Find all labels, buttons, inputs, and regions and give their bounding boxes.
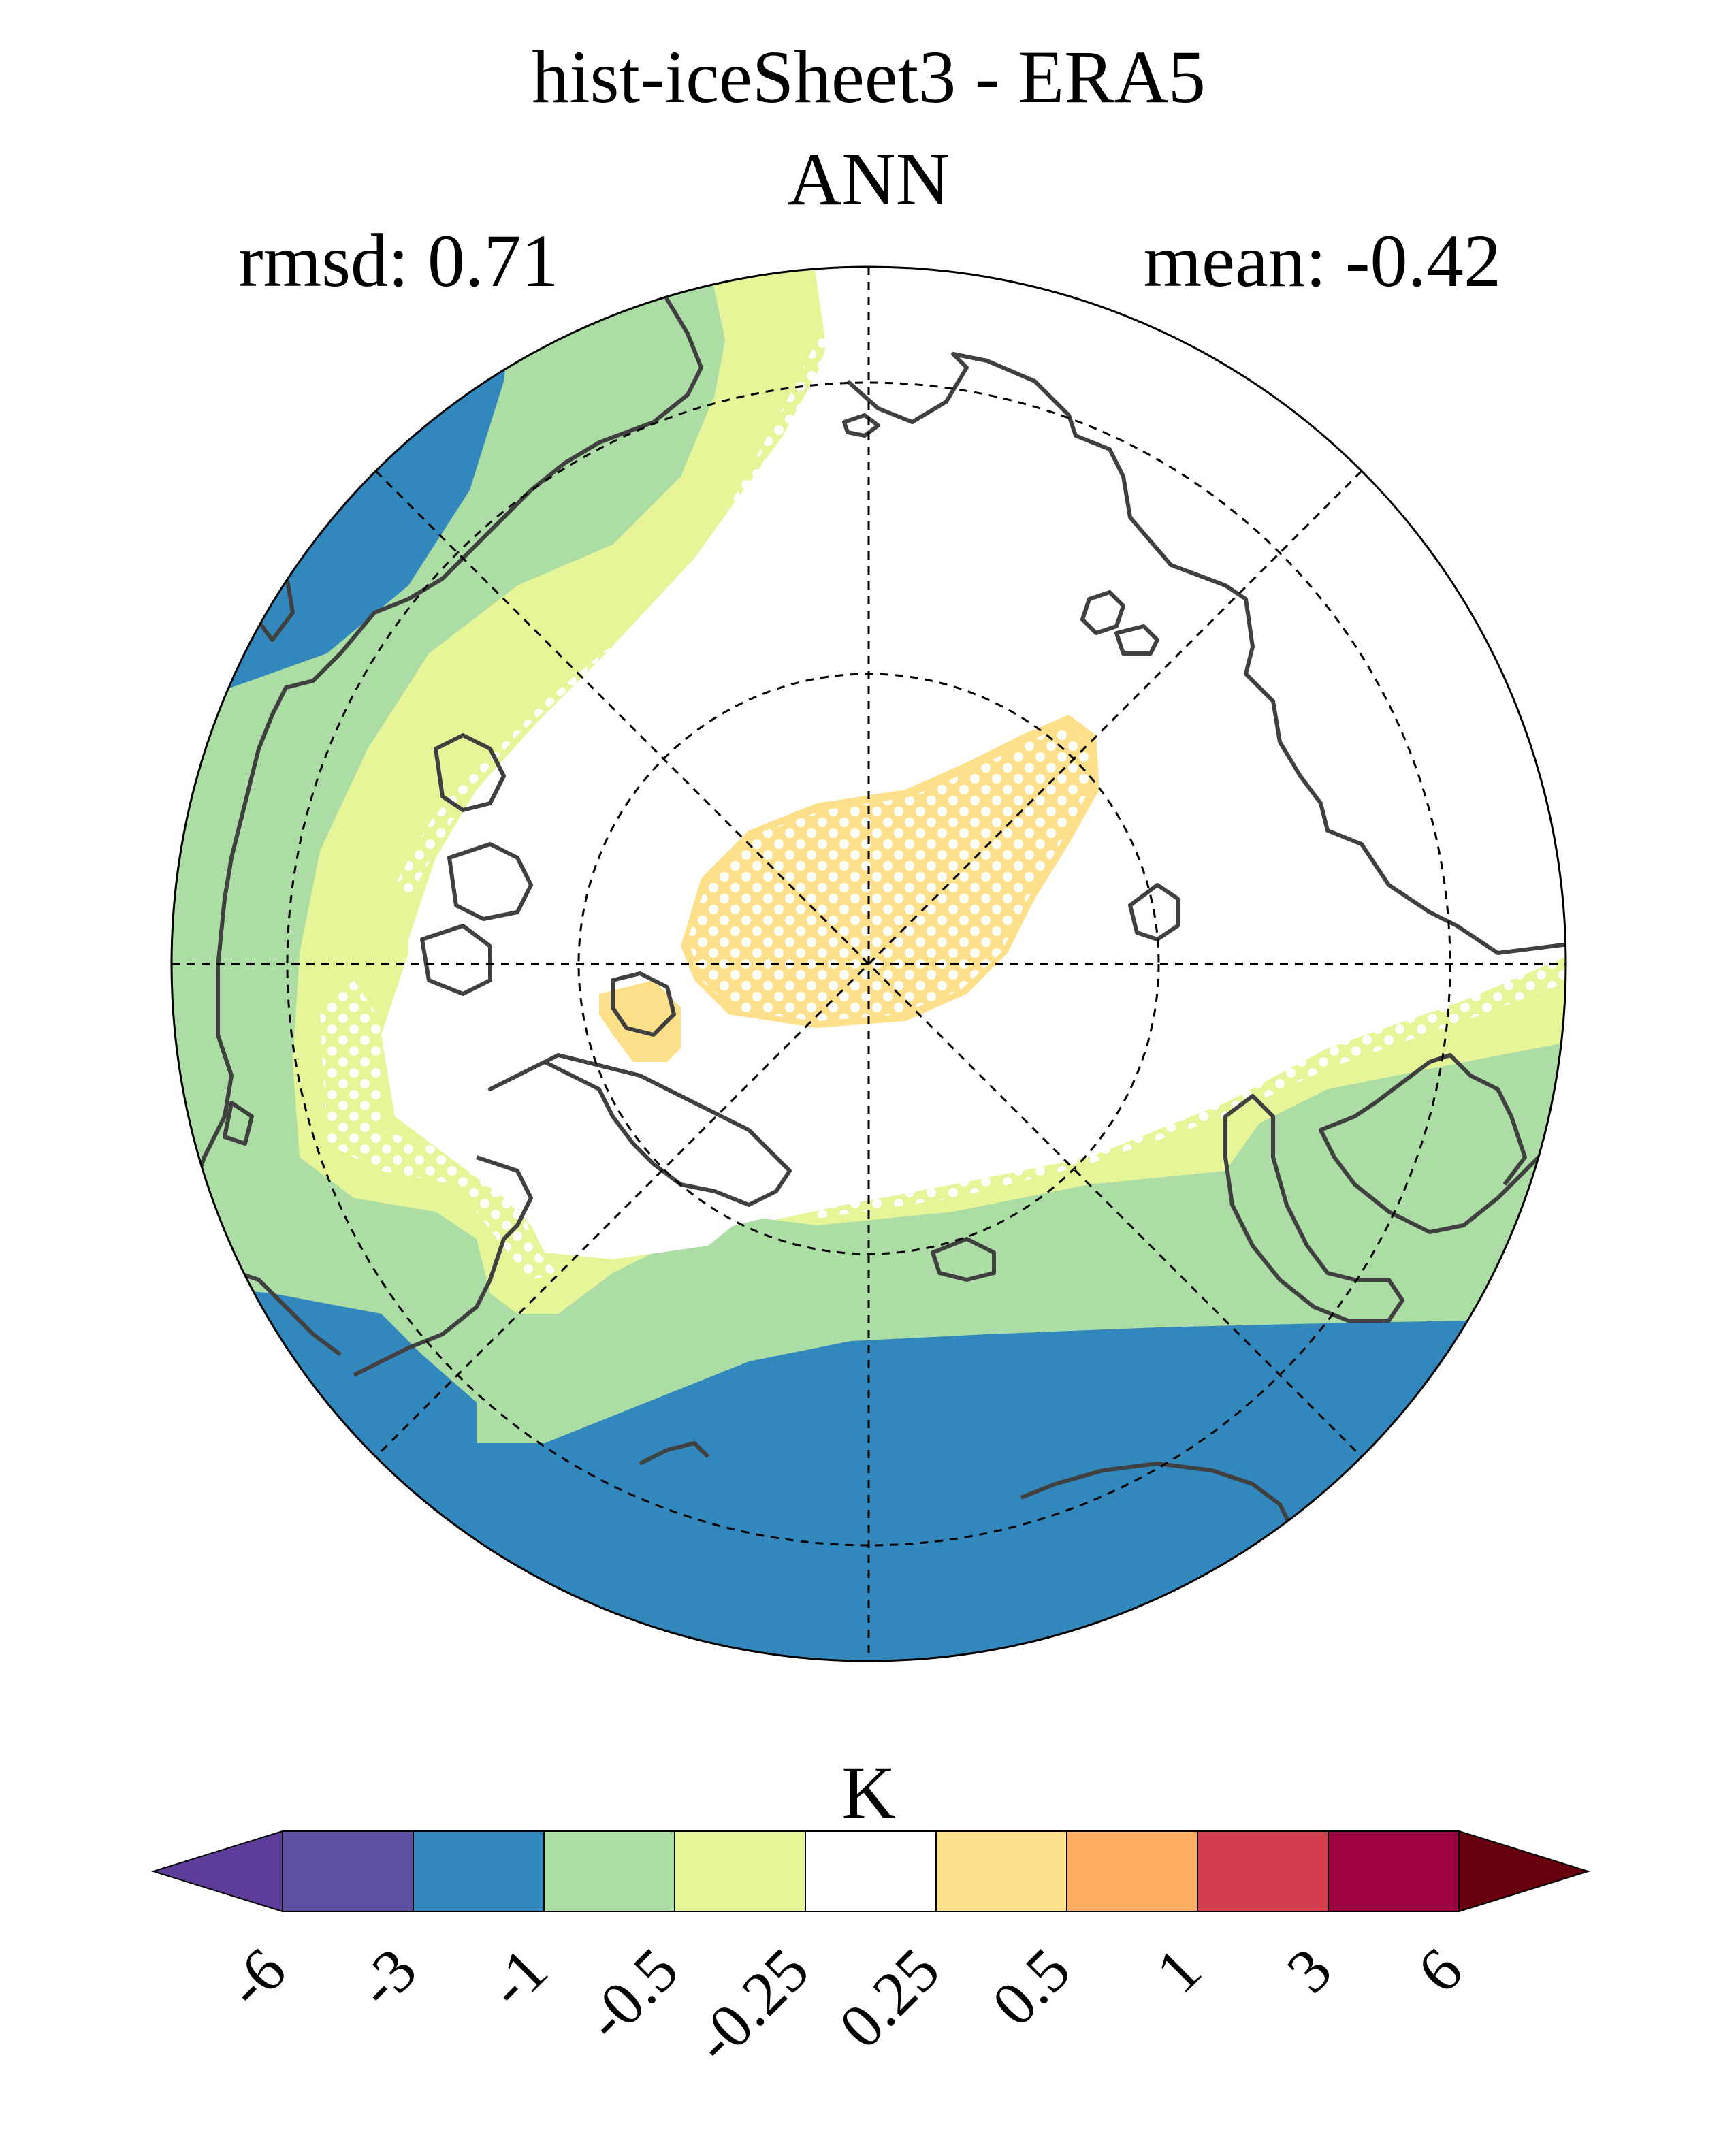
eurasia-north-coast xyxy=(846,352,1566,955)
novaya-zemlya xyxy=(1128,883,1180,941)
stippling-southwest xyxy=(320,980,558,1280)
colorbar-box xyxy=(1197,1830,1329,1912)
colorbar-box xyxy=(282,1830,414,1912)
green-band xyxy=(172,267,1566,1661)
colorbar-unit: K xyxy=(841,1751,895,1834)
scandinavia-coast xyxy=(1319,1053,1566,1234)
polar-map xyxy=(172,267,1566,1661)
mean-label: mean: -0.42 xyxy=(1144,219,1501,302)
colorbar-box xyxy=(805,1830,937,1912)
meridian-135 xyxy=(374,470,1363,1458)
rmsd-label: rmsd: 0.71 xyxy=(238,219,559,302)
colorbar: K -6 -3 -1 -0.5-0.25 0.25 0.5 1 3 6 xyxy=(150,1751,1591,2076)
figure-title: hist-iceSheet3 - ERA5 xyxy=(532,35,1206,118)
colorbar-tick-label: -6 xyxy=(213,1935,299,2020)
colorbar-ticks: -6 -3 -1 -0.5-0.25 0.25 0.5 1 3 6 xyxy=(213,1935,1475,2076)
colorbar-box xyxy=(935,1830,1067,1912)
mexico-coast xyxy=(639,1441,710,1466)
map-border xyxy=(170,265,1567,1662)
colorbar-boxes xyxy=(150,1830,1591,1913)
stippling-central xyxy=(688,725,1089,1021)
arctic-archipelago-1 xyxy=(434,733,506,812)
greenland-coast xyxy=(353,1155,533,1377)
graticule xyxy=(172,267,1566,1661)
colorbar-tick-label: -0.5 xyxy=(572,1935,691,2054)
colorbar-box xyxy=(543,1830,675,1912)
stippling-east-band xyxy=(803,953,1566,1219)
colorbar-box xyxy=(413,1830,545,1912)
colorbar-tick-label: 3 xyxy=(1273,1935,1345,2006)
colorbar-extend-low xyxy=(150,1830,283,1913)
colorbar-tick-label: 6 xyxy=(1404,1935,1475,2006)
wrangel-island xyxy=(842,413,880,438)
colorbar-box xyxy=(1328,1830,1460,1912)
arctic-archipelago-3 xyxy=(420,924,492,996)
franz-josef-land xyxy=(1114,624,1159,656)
colorbar-tick-label: 1 xyxy=(1142,1935,1214,2006)
colorbar-extend-high xyxy=(1458,1830,1591,1913)
iceland xyxy=(931,1237,996,1282)
arctic-archipelago-2 xyxy=(447,842,533,921)
svalbard xyxy=(1080,590,1125,635)
colorbar-box xyxy=(674,1830,806,1912)
colorbar-box xyxy=(1066,1830,1198,1912)
stippling-west-band xyxy=(395,313,837,899)
caspian-sea xyxy=(1223,1094,1404,1323)
alaska-peninsula xyxy=(1020,1462,1296,1533)
british-isles xyxy=(223,1101,254,1146)
season-label: ANN xyxy=(788,138,950,221)
colorbar-tick-label: -1 xyxy=(475,1935,560,2020)
colorbar-tick-label: 0.25 xyxy=(826,1935,952,2061)
colorbar-tick-label: -0.25 xyxy=(681,1935,822,2076)
hudson-bay-islands xyxy=(611,971,676,1037)
colorbar-tick-label: -3 xyxy=(344,1935,430,2020)
colorbar-tick-label: 0.5 xyxy=(979,1935,1083,2039)
warm-anomaly-small-region xyxy=(599,980,681,1062)
hudson-bay-coast xyxy=(488,1053,792,1207)
